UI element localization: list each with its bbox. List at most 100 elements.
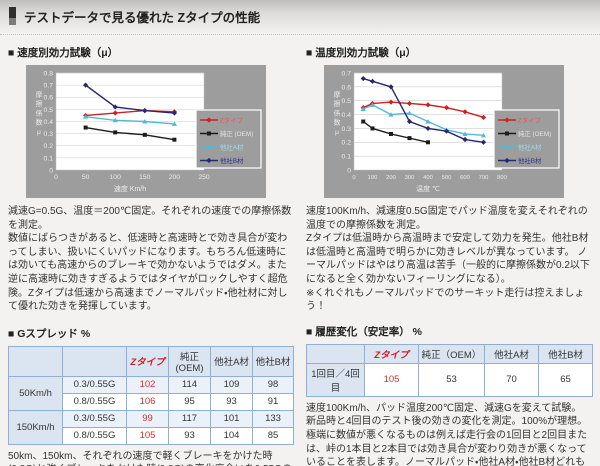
value-cell: 104 bbox=[210, 426, 253, 445]
page-title: テストデータで見る優れた Zタイプの性能 bbox=[24, 10, 261, 25]
speed-chart: 0 0.1 0.2 0.3 0.4 0.5 0.6 0.7 0.8 0 50 100 150 200 250… bbox=[26, 65, 266, 198]
speed-test-title: ■ 速度別効力試験（μ） bbox=[8, 47, 119, 59]
svg-text:0.4: 0.4 bbox=[44, 119, 54, 126]
temp-test-title: ■ 温度別効力試験（μ） bbox=[306, 47, 417, 59]
column-maker-b: 他社B材 bbox=[252, 345, 294, 377]
svg-text:速度 Km/h: 速度 Km/h bbox=[114, 184, 146, 193]
svg-text:0.6: 0.6 bbox=[342, 84, 352, 91]
value-cell: 93 bbox=[210, 392, 253, 411]
page-header: テストデータで見る優れた Zタイプの性能 bbox=[0, 0, 600, 32]
svg-text:数: 数 bbox=[36, 118, 43, 127]
svg-text:擦: 擦 bbox=[334, 99, 341, 108]
condition-cell: 0.3/0.55G bbox=[62, 375, 127, 394]
condition-cell: 0.8/0.55G bbox=[62, 392, 127, 411]
svg-text:0.3: 0.3 bbox=[44, 131, 54, 138]
temperature-chart: 0 0.1 0.2 0.3 0.4 0.5 0.6 0.7 0 100 200 300 400 500 60… bbox=[324, 65, 564, 198]
value-cell: 133 bbox=[252, 409, 294, 428]
column-ztype: Zタイプ bbox=[364, 343, 419, 364]
svg-text:150: 150 bbox=[139, 174, 151, 181]
svg-text:擦: 擦 bbox=[36, 99, 43, 108]
svg-text:0: 0 bbox=[54, 174, 58, 181]
svg-text:摩: 摩 bbox=[334, 90, 341, 99]
value-cell: 98 bbox=[252, 375, 294, 394]
svg-text:100: 100 bbox=[368, 175, 378, 181]
value-cell: 106 bbox=[126, 392, 169, 411]
value-cell: 53 bbox=[418, 362, 485, 397]
empty-header bbox=[62, 345, 127, 377]
stability-header-row: Zタイプ 純正（OEM） 他社A材 他社B材 bbox=[306, 343, 593, 364]
svg-text:μ: μ bbox=[335, 129, 339, 136]
stability-note: 速度100Km/h、パッド温度200℃固定、減速Gを変えて試験。 新品時と4回目… bbox=[306, 402, 588, 466]
value-cell: 99 bbox=[126, 409, 169, 428]
svg-text:0.2: 0.2 bbox=[44, 143, 54, 150]
column-ztype: Zタイプ bbox=[126, 345, 169, 377]
svg-text:0.7: 0.7 bbox=[44, 83, 54, 90]
g-spread-note: 50km、150km、それぞれの速度で軽くブレーキをかけた時(0.3G)と強くブ… bbox=[8, 450, 292, 466]
value-cell: 85 bbox=[252, 426, 294, 445]
svg-text:250: 250 bbox=[198, 174, 210, 181]
value-cell: 91 bbox=[252, 392, 294, 411]
stability-title: ■ 履歴変化（安定率） % bbox=[306, 325, 423, 338]
column-oem: 純正（OEM） bbox=[418, 343, 485, 364]
svg-text:0.1: 0.1 bbox=[44, 155, 54, 162]
svg-text:0.7: 0.7 bbox=[342, 70, 352, 77]
table-row: 0.8/0.55G 106 95 93 91 bbox=[9, 392, 294, 411]
svg-text:200: 200 bbox=[169, 174, 181, 181]
svg-text:数: 数 bbox=[334, 118, 341, 127]
speed-test-note: 減速G=0.5G、温度＝200℃固定。それぞれの速度での摩擦係数を測定。 数値に… bbox=[8, 206, 292, 313]
table-row: 150Km/h 0.3/0.55G 99 117 101 133 bbox=[8, 409, 294, 445]
svg-text:0.5: 0.5 bbox=[342, 98, 352, 105]
value-cell: 65 bbox=[538, 362, 593, 397]
svg-text:係: 係 bbox=[334, 108, 341, 117]
svg-text:純正 (OEM): 純正 (OEM) bbox=[518, 129, 551, 138]
svg-text:700: 700 bbox=[479, 175, 489, 181]
svg-text:0.4: 0.4 bbox=[342, 112, 352, 119]
svg-text:μ: μ bbox=[37, 129, 41, 136]
svg-text:0.5: 0.5 bbox=[44, 107, 54, 114]
column-maker-a: 他社A材 bbox=[210, 345, 253, 377]
svg-text:摩: 摩 bbox=[36, 90, 43, 99]
trial-row-label: 1回目／4回目 bbox=[306, 362, 365, 397]
svg-text:600: 600 bbox=[460, 175, 470, 181]
value-cell: 102 bbox=[126, 375, 169, 394]
svg-text:他社B材: 他社B材 bbox=[518, 156, 542, 165]
g-spread-title: ■ Gスプレッド % bbox=[8, 327, 91, 340]
svg-text:係: 係 bbox=[36, 108, 43, 117]
svg-text:他社A材: 他社A材 bbox=[518, 142, 542, 151]
svg-text:200: 200 bbox=[386, 175, 396, 181]
column-oem: 純正 (OEM) bbox=[168, 345, 211, 377]
svg-text:他社B材: 他社B材 bbox=[220, 156, 244, 165]
value-cell: 117 bbox=[168, 409, 211, 428]
svg-text:300: 300 bbox=[405, 175, 415, 181]
value-cell: 95 bbox=[168, 392, 211, 411]
svg-text:温度 ℃: 温度 ℃ bbox=[416, 184, 440, 193]
value-cell: 105 bbox=[126, 426, 169, 445]
left-column: ■ 速度別効力試験（μ） 0 0.1 0.2 0.3 0.4 0.5 0.6 0.7 0.8 0 5… bbox=[8, 43, 294, 466]
column-maker-b: 他社B材 bbox=[538, 343, 593, 364]
value-cell: 93 bbox=[168, 426, 211, 445]
svg-text:他社A材: 他社A材 bbox=[220, 142, 244, 151]
table-row: 50Km/h 0.3/0.55G 102 114 109 98 bbox=[8, 375, 294, 411]
svg-text:800: 800 bbox=[497, 175, 507, 181]
svg-text:0: 0 bbox=[347, 167, 351, 174]
table-row: 1回目／4回目 105 53 70 65 bbox=[306, 362, 593, 397]
table-row: 0.8/0.55G 105 93 104 85 bbox=[9, 426, 294, 445]
svg-text:Zタイプ: Zタイプ bbox=[220, 115, 244, 124]
value-cell: 70 bbox=[484, 362, 539, 397]
value-cell: 105 bbox=[364, 362, 419, 397]
right-column: ■ 温度別効力試験（μ） 0 0.1 0.2 0.3 0.4 0.5 0.6 0.7 0 100 2… bbox=[306, 43, 593, 466]
condition-cell: 0.3/0.55G bbox=[62, 409, 127, 428]
main-content: ■ 速度別効力試験（μ） 0 0.1 0.2 0.3 0.4 0.5 0.6 0.7 0.8 0 5… bbox=[0, 35, 600, 466]
condition-cell: 0.8/0.55G bbox=[62, 426, 127, 445]
value-cell: 101 bbox=[210, 409, 253, 428]
column-maker-a: 他社A材 bbox=[484, 343, 539, 364]
svg-text:0.6: 0.6 bbox=[44, 95, 54, 102]
g-spread-header-row: Zタイプ 純正 (OEM) 他社A材 他社B材 bbox=[8, 345, 294, 377]
svg-text:0: 0 bbox=[49, 167, 53, 174]
svg-text:Zタイプ: Zタイプ bbox=[518, 115, 542, 124]
empty-header bbox=[306, 343, 365, 364]
speed-50-label: 50Km/h bbox=[8, 375, 63, 411]
svg-text:400: 400 bbox=[423, 175, 433, 181]
svg-text:50: 50 bbox=[82, 174, 90, 181]
svg-text:0.2: 0.2 bbox=[342, 140, 352, 147]
